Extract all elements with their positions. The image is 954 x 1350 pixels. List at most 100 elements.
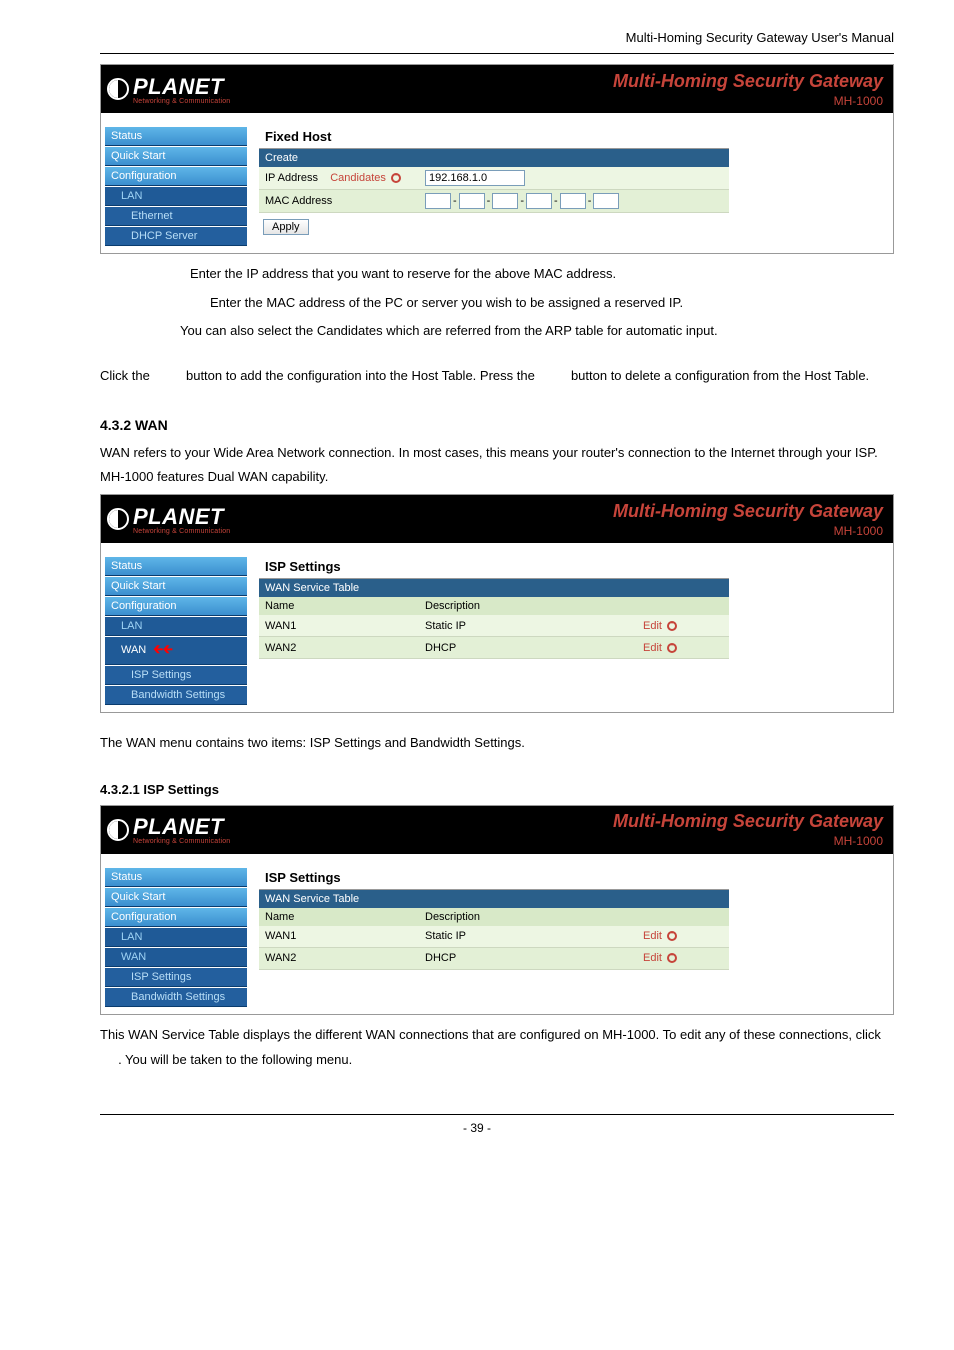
sidebar-item-ethernet[interactable]: Ethernet	[105, 207, 247, 226]
sidebar-item-status[interactable]: Status	[105, 127, 247, 146]
panel-title-isp: ISP Settings	[259, 866, 729, 890]
cell-wan2-desc: DHCP	[425, 642, 643, 654]
table-row: WAN2 DHCP Edit	[259, 948, 729, 970]
topbar-title: Multi-Homing Security Gateway	[613, 811, 883, 832]
topbar-model: MH-1000	[613, 94, 883, 108]
cell-wan1-desc: Static IP	[425, 620, 643, 632]
para-ip: Enter the IP address that you want to re…	[100, 262, 894, 287]
mac-input-4[interactable]	[526, 193, 552, 209]
cell-wan2-desc: DHCP	[425, 952, 643, 964]
logo-text: PLANET	[133, 74, 230, 100]
cell-wan1-name: WAN1	[265, 620, 425, 632]
main-panel: ISP Settings WAN Service Table Name Desc…	[251, 543, 893, 712]
router-topbar: PLANET Networking & Communication Multi-…	[101, 806, 893, 854]
sidebar-item-wan[interactable]: WAN	[105, 948, 247, 967]
panel-title-fixed-host: Fixed Host	[259, 125, 729, 149]
page-header: Multi-Homing Security Gateway User's Man…	[0, 0, 954, 53]
mac-input-3[interactable]	[492, 193, 518, 209]
sidebar-item-configuration[interactable]: Configuration	[105, 597, 247, 616]
gear-icon[interactable]	[667, 953, 677, 963]
sidebar-item-wan[interactable]: WAN 🡰🡰	[105, 637, 247, 665]
topbar-title: Multi-Homing Security Gateway	[613, 71, 883, 92]
sidebar-item-quickstart[interactable]: Quick Start	[105, 577, 247, 596]
panel-title-isp: ISP Settings	[259, 555, 729, 579]
router-topbar: PLANET Networking & Communication Multi-…	[101, 495, 893, 543]
edit-link[interactable]: Edit	[643, 642, 723, 654]
mac-input-1[interactable]	[425, 193, 451, 209]
sidebar-item-isp[interactable]: ISP Settings	[105, 666, 247, 685]
globe-icon	[107, 819, 129, 841]
table-header: Name Description	[259, 908, 729, 926]
cell-wan2-name: WAN2	[265, 642, 425, 654]
edit-link[interactable]: Edit	[643, 930, 723, 942]
globe-icon	[107, 508, 129, 530]
page-number: - 39 -	[0, 1121, 954, 1155]
sidebar: Status Quick Start Configuration LAN WAN…	[101, 854, 251, 1014]
logo: PLANET Networking & Communication	[107, 814, 230, 845]
ip-address-input[interactable]	[425, 170, 525, 186]
logo-subtext: Networking & Communication	[133, 838, 230, 845]
para-click: Click the button to add the configuratio…	[100, 364, 894, 389]
mac-input-6[interactable]	[593, 193, 619, 209]
subsection-isp-title: 4.3.2.1 ISP Settings	[100, 782, 894, 797]
sidebar-item-status[interactable]: Status	[105, 557, 247, 576]
logo: PLANET Networking & Communication	[107, 74, 230, 105]
para-candidates: You can also select the Candidates which…	[100, 319, 894, 344]
topbar-model: MH-1000	[613, 834, 883, 848]
table-row: WAN2 DHCP Edit	[259, 637, 729, 659]
gear-icon[interactable]	[667, 621, 677, 631]
sidebar-item-quickstart[interactable]: Quick Start	[105, 147, 247, 166]
candidates-link[interactable]: Candidates	[330, 172, 386, 184]
sidebar-item-lan[interactable]: LAN	[105, 187, 247, 206]
sidebar-item-status[interactable]: Status	[105, 868, 247, 887]
col-name: Name	[265, 600, 425, 612]
sidebar-item-lan[interactable]: LAN	[105, 928, 247, 947]
globe-icon	[107, 78, 129, 100]
panel-subheader-wan-table: WAN Service Table	[259, 890, 729, 908]
sidebar-item-configuration[interactable]: Configuration	[105, 167, 247, 186]
mac-input-2[interactable]	[459, 193, 485, 209]
main-panel: Fixed Host Create IP Address Candidates	[251, 113, 893, 253]
edit-link[interactable]: Edit	[643, 620, 723, 632]
footer-rule	[100, 1114, 894, 1115]
mac-input-5[interactable]	[560, 193, 586, 209]
sidebar-item-quickstart[interactable]: Quick Start	[105, 888, 247, 907]
ip-address-label: IP Address	[265, 172, 318, 184]
page-content: PLANET Networking & Communication Multi-…	[0, 54, 954, 1096]
logo-subtext: Networking & Communication	[133, 98, 230, 105]
sidebar-item-lan[interactable]: LAN	[105, 617, 247, 636]
router-ui-isp2: PLANET Networking & Communication Multi-…	[100, 805, 894, 1015]
panel-subheader-wan-table: WAN Service Table	[259, 579, 729, 597]
edit-link[interactable]: Edit	[643, 952, 723, 964]
sidebar-item-isp[interactable]: ISP Settings	[105, 968, 247, 987]
sidebar-item-bandwidth[interactable]: Bandwidth Settings	[105, 988, 247, 1007]
para-mac: Enter the MAC address of the PC or serve…	[100, 291, 894, 316]
cell-wan1-name: WAN1	[265, 930, 425, 942]
sidebar: Status Quick Start Configuration LAN Eth…	[101, 113, 251, 253]
sidebar-item-dhcp[interactable]: DHCP Server	[105, 227, 247, 246]
gear-icon[interactable]	[667, 931, 677, 941]
table-header: Name Description	[259, 597, 729, 615]
cell-wan2-name: WAN2	[265, 952, 425, 964]
router-topbar: PLANET Networking & Communication Multi-…	[101, 65, 893, 113]
table-row: WAN1 Static IP Edit	[259, 926, 729, 948]
logo: PLANET Networking & Communication	[107, 504, 230, 535]
sidebar-item-configuration[interactable]: Configuration	[105, 908, 247, 927]
para-wan-menu: The WAN menu contains two items: ISP Set…	[100, 731, 894, 756]
mac-label: MAC Address	[265, 195, 425, 207]
sidebar: Status Quick Start Configuration LAN WAN…	[101, 543, 251, 712]
col-desc: Description	[425, 600, 643, 612]
para-wan-table: This WAN Service Table displays the diff…	[100, 1023, 894, 1072]
col-name: Name	[265, 911, 425, 923]
cell-wan1-desc: Static IP	[425, 930, 643, 942]
apply-button[interactable]: Apply	[263, 219, 309, 235]
topbar-model: MH-1000	[613, 524, 883, 538]
sidebar-item-bandwidth[interactable]: Bandwidth Settings	[105, 686, 247, 705]
gear-icon[interactable]	[667, 643, 677, 653]
para-wan: WAN refers to your Wide Area Network con…	[100, 441, 894, 490]
logo-text: PLANET	[133, 504, 230, 530]
table-row: WAN1 Static IP Edit	[259, 615, 729, 637]
gear-icon[interactable]	[391, 173, 401, 183]
col-desc: Description	[425, 911, 643, 923]
row-mac-address: MAC Address -----	[259, 190, 729, 213]
